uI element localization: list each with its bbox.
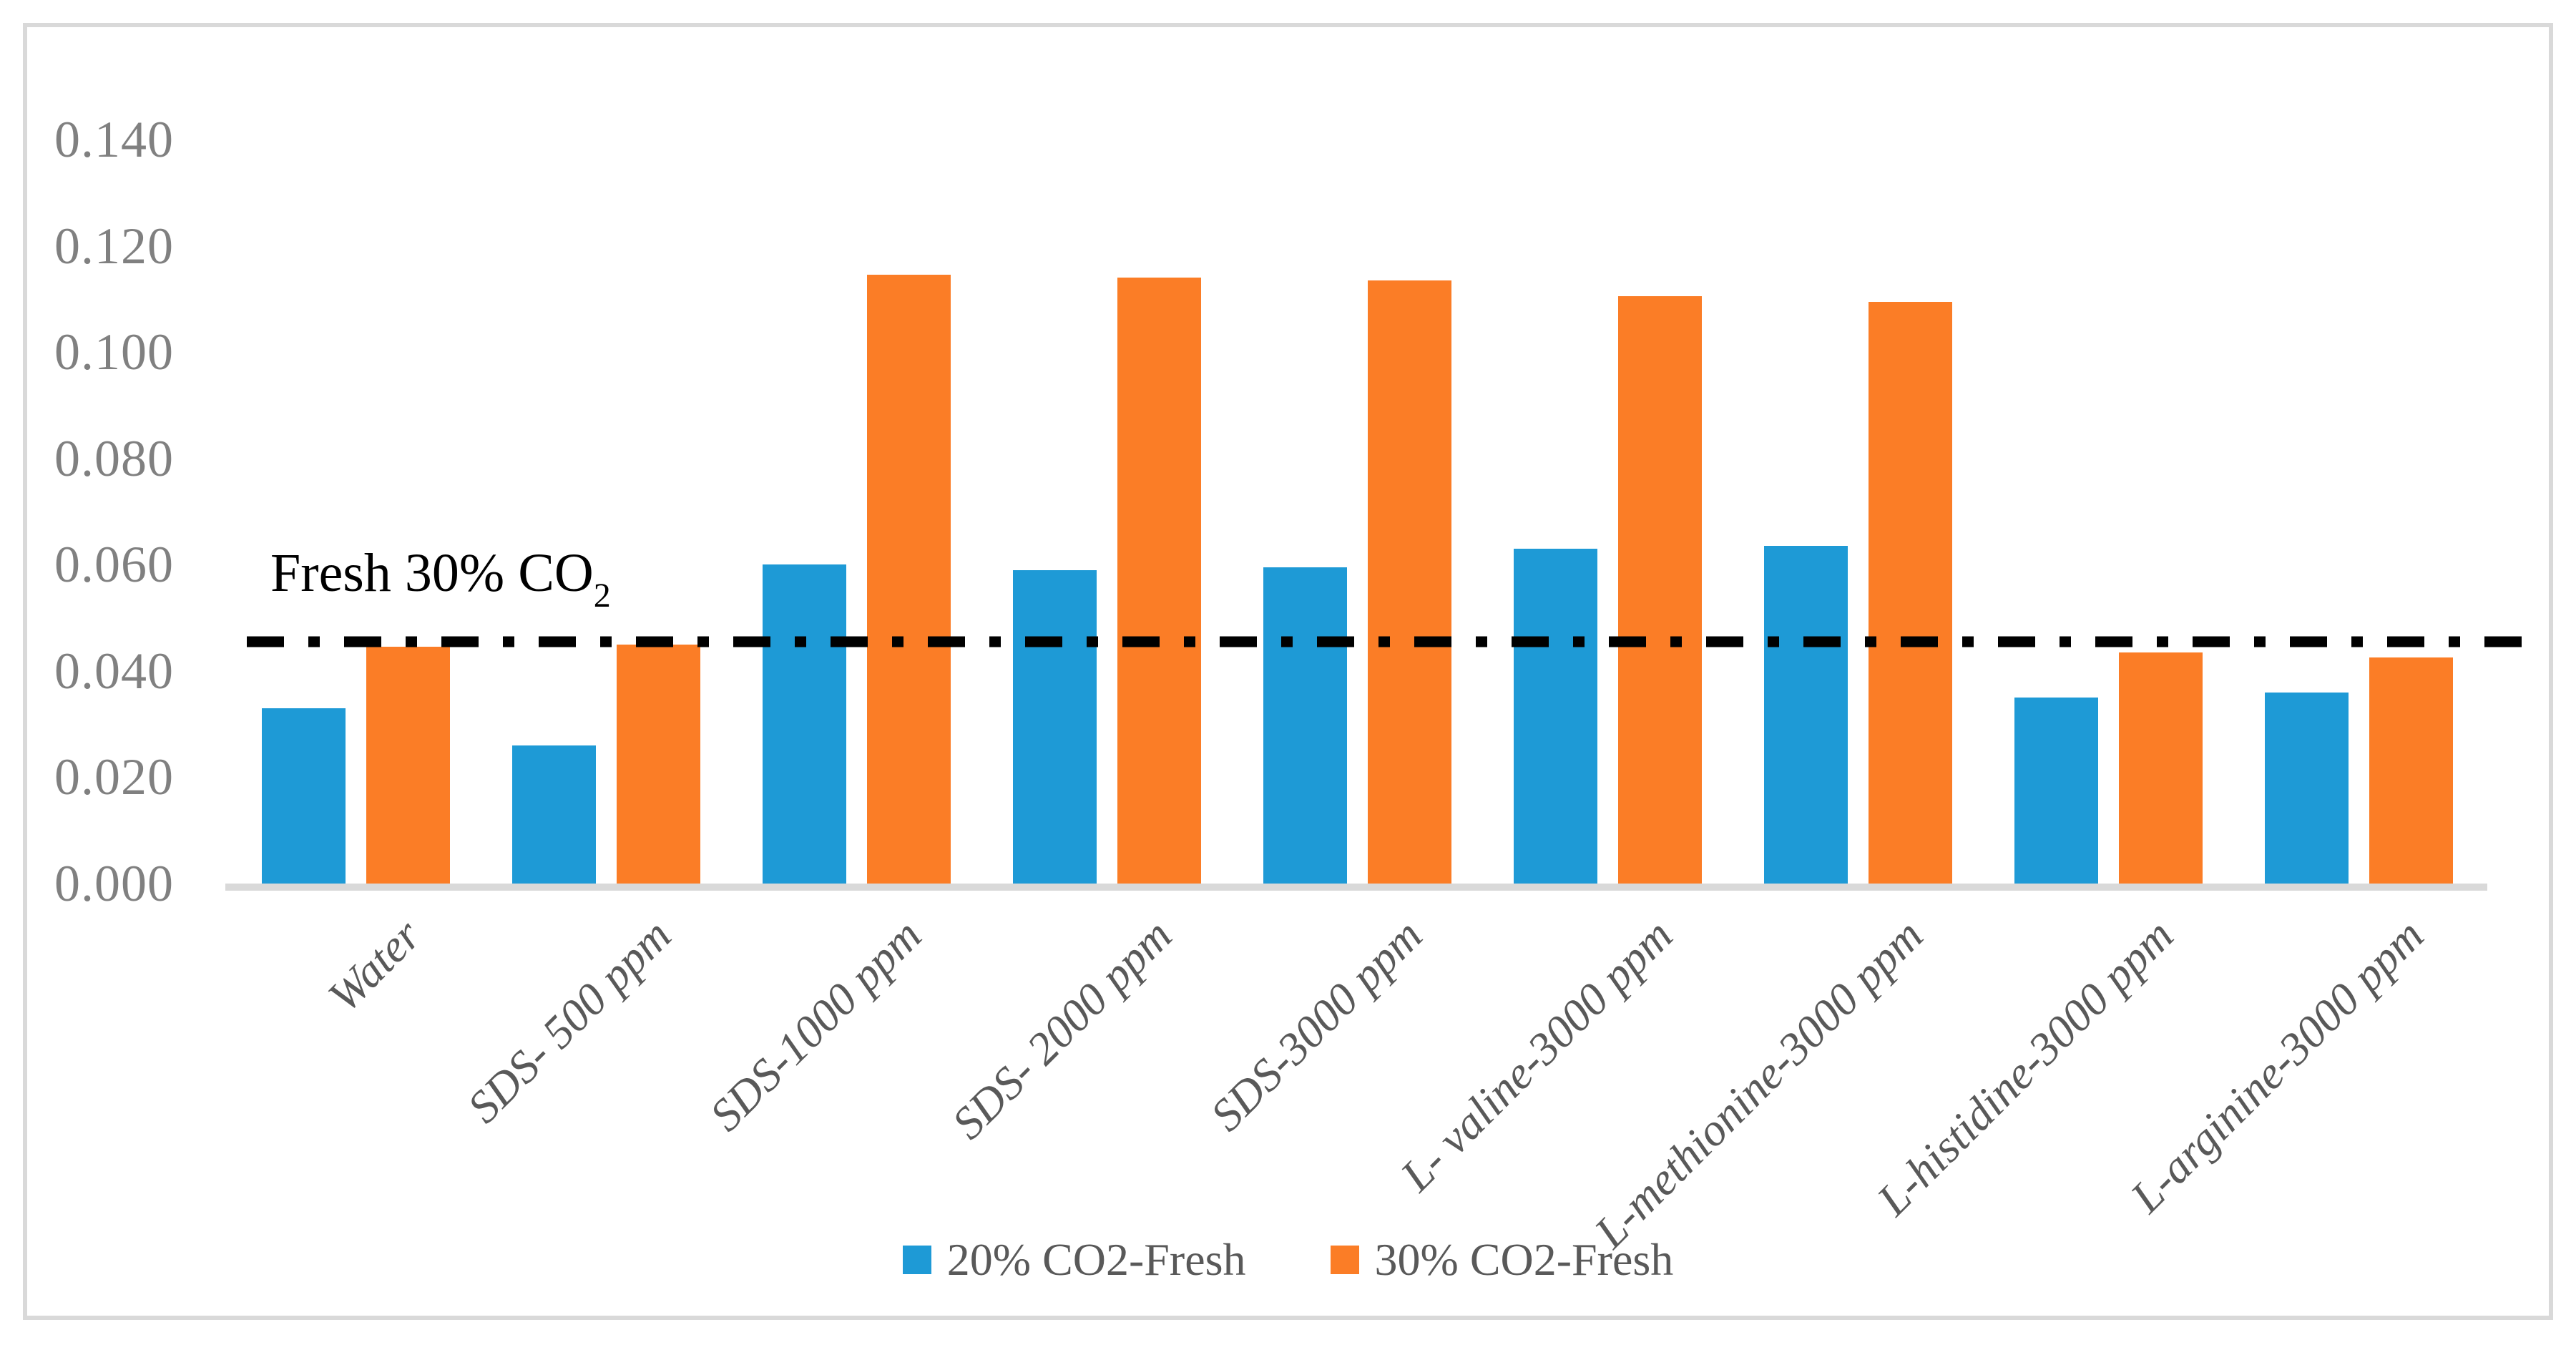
bar-20-co2-fresh-8 bbox=[2265, 692, 2349, 884]
y-tick-label: 0.100 bbox=[54, 323, 174, 381]
annotation-text: Fresh 30% CO bbox=[270, 543, 594, 603]
legend-item: 20% CO2-Fresh bbox=[902, 1234, 1246, 1285]
bar-20-co2-fresh-3 bbox=[1013, 569, 1097, 884]
bar-30-co2-fresh-5 bbox=[1618, 296, 1702, 884]
y-tick-label: 0.040 bbox=[54, 642, 174, 700]
legend-swatch-icon bbox=[902, 1246, 931, 1274]
bar-20-co2-fresh-2 bbox=[763, 564, 846, 884]
y-tick-label: 0.060 bbox=[54, 536, 174, 594]
x-axis-line bbox=[225, 884, 2487, 891]
y-tick-label: 0.080 bbox=[54, 429, 174, 487]
y-tick-label: 0.120 bbox=[54, 217, 174, 275]
legend-swatch-icon bbox=[1330, 1246, 1359, 1274]
y-tick-label: 0.020 bbox=[54, 748, 174, 806]
bar-20-co2-fresh-0 bbox=[262, 708, 346, 884]
bar-30-co2-fresh-8 bbox=[2369, 657, 2453, 884]
bar-30-co2-fresh-1 bbox=[617, 644, 700, 884]
legend: 20% CO2-Fresh 30% CO2-Fresh bbox=[0, 1235, 2576, 1285]
bar-30-co2-fresh-2 bbox=[867, 275, 951, 884]
legend-label: 20% CO2-Fresh bbox=[946, 1234, 1246, 1285]
legend-item: 30% CO2-Fresh bbox=[1330, 1234, 1674, 1285]
annotation-subscript: 2 bbox=[593, 577, 611, 615]
bar-30-co2-fresh-3 bbox=[1117, 278, 1201, 884]
reference-line-annotation: Fresh 30% CO2 bbox=[270, 542, 611, 615]
bar-30-co2-fresh-7 bbox=[2119, 652, 2203, 884]
bar-20-co2-fresh-7 bbox=[2014, 698, 2098, 884]
bar-30-co2-fresh-4 bbox=[1368, 280, 1451, 884]
bar-20-co2-fresh-6 bbox=[1764, 546, 1848, 884]
bar-20-co2-fresh-5 bbox=[1514, 549, 1597, 884]
y-tick-label: 0.140 bbox=[54, 111, 174, 168]
bar-30-co2-fresh-0 bbox=[366, 647, 450, 884]
bar-30-co2-fresh-6 bbox=[1869, 301, 1952, 884]
bar-20-co2-fresh-1 bbox=[512, 745, 596, 884]
y-tick-label: 0.000 bbox=[54, 855, 174, 912]
bar-20-co2-fresh-4 bbox=[1263, 567, 1347, 884]
legend-label: 30% CO2-Fresh bbox=[1374, 1234, 1674, 1285]
